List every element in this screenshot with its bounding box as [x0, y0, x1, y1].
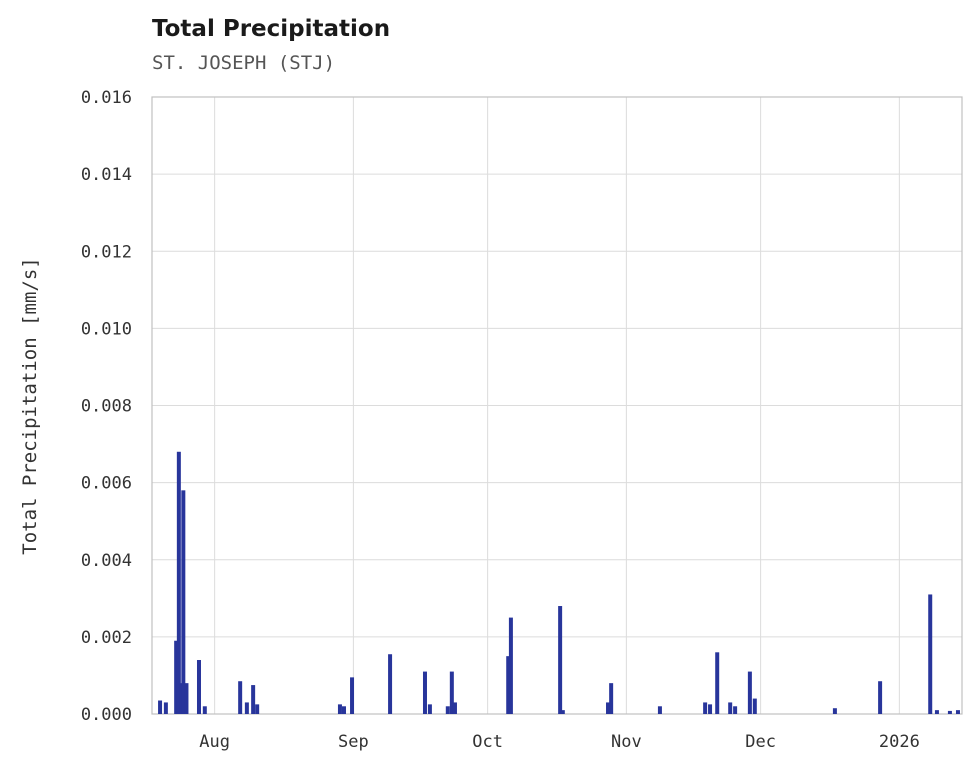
y-tick-label: 0.014	[81, 165, 132, 185]
x-tick-label: Sep	[338, 732, 369, 752]
precip-bar	[176, 451, 181, 714]
y-tick-label: 0.002	[81, 628, 132, 648]
precip-bar	[445, 706, 450, 714]
precip-bar	[657, 706, 662, 714]
precip-bar	[878, 681, 883, 714]
x-tick-label: Dec	[745, 732, 776, 752]
precip-bar	[832, 708, 837, 714]
x-tick-label: Nov	[611, 732, 642, 752]
y-tick-label: 0.010	[81, 319, 132, 339]
x-tick-label: 2026	[879, 732, 920, 752]
x-tick-label: Aug	[199, 732, 230, 752]
precip-bar	[752, 698, 757, 714]
precip-bar	[244, 702, 249, 714]
precip-bar	[158, 700, 163, 714]
precip-bar	[928, 594, 933, 714]
chart-title: Total Precipitation	[152, 16, 391, 42]
y-tick-label: 0.012	[81, 242, 132, 262]
precip-bar	[251, 685, 256, 714]
precip-bar	[934, 710, 939, 714]
x-tick-label: Oct	[472, 732, 503, 752]
precip-bar	[337, 704, 342, 714]
precip-bar	[733, 706, 738, 714]
y-tick-label: 0.004	[81, 551, 132, 571]
y-tick-label: 0.000	[81, 705, 132, 725]
precip-bar	[449, 671, 454, 714]
precip-bar	[184, 683, 189, 714]
precip-bar	[452, 702, 457, 714]
precip-bar	[560, 710, 565, 714]
precip-bar	[947, 710, 952, 714]
precip-bar	[606, 702, 611, 714]
chart-subtitle: ST. JOSEPH (STJ)	[152, 52, 336, 74]
y-tick-label: 0.016	[81, 88, 132, 108]
precip-bar	[708, 704, 713, 714]
y-tick-label: 0.006	[81, 474, 132, 494]
precip-bar	[174, 640, 179, 714]
precip-bar	[255, 704, 260, 714]
precip-bar	[238, 681, 243, 714]
y-tick-label: 0.008	[81, 397, 132, 417]
precip-bar	[196, 660, 201, 714]
precip-bar	[202, 706, 207, 714]
precip-bar	[427, 704, 432, 714]
precip-bar	[728, 702, 733, 714]
precip-bar	[181, 490, 186, 714]
precip-bar	[341, 706, 346, 714]
precip-bar	[388, 654, 393, 714]
precip-bar	[609, 683, 614, 714]
precip-bar	[558, 606, 563, 714]
precip-bar	[955, 710, 960, 714]
precip-bar	[163, 702, 168, 714]
precip-bar	[422, 671, 427, 714]
precip-bar	[350, 677, 355, 714]
precip-bar	[703, 702, 708, 714]
precip-bar	[508, 617, 513, 714]
precip-bar	[506, 656, 511, 714]
plot-border	[151, 96, 963, 715]
precip-bar	[715, 652, 720, 714]
precip-bar	[747, 671, 752, 714]
